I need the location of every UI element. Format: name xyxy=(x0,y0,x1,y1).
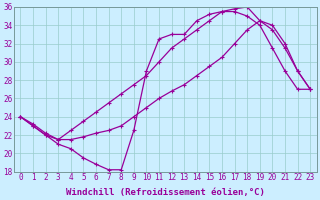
X-axis label: Windchill (Refroidissement éolien,°C): Windchill (Refroidissement éolien,°C) xyxy=(66,188,265,197)
